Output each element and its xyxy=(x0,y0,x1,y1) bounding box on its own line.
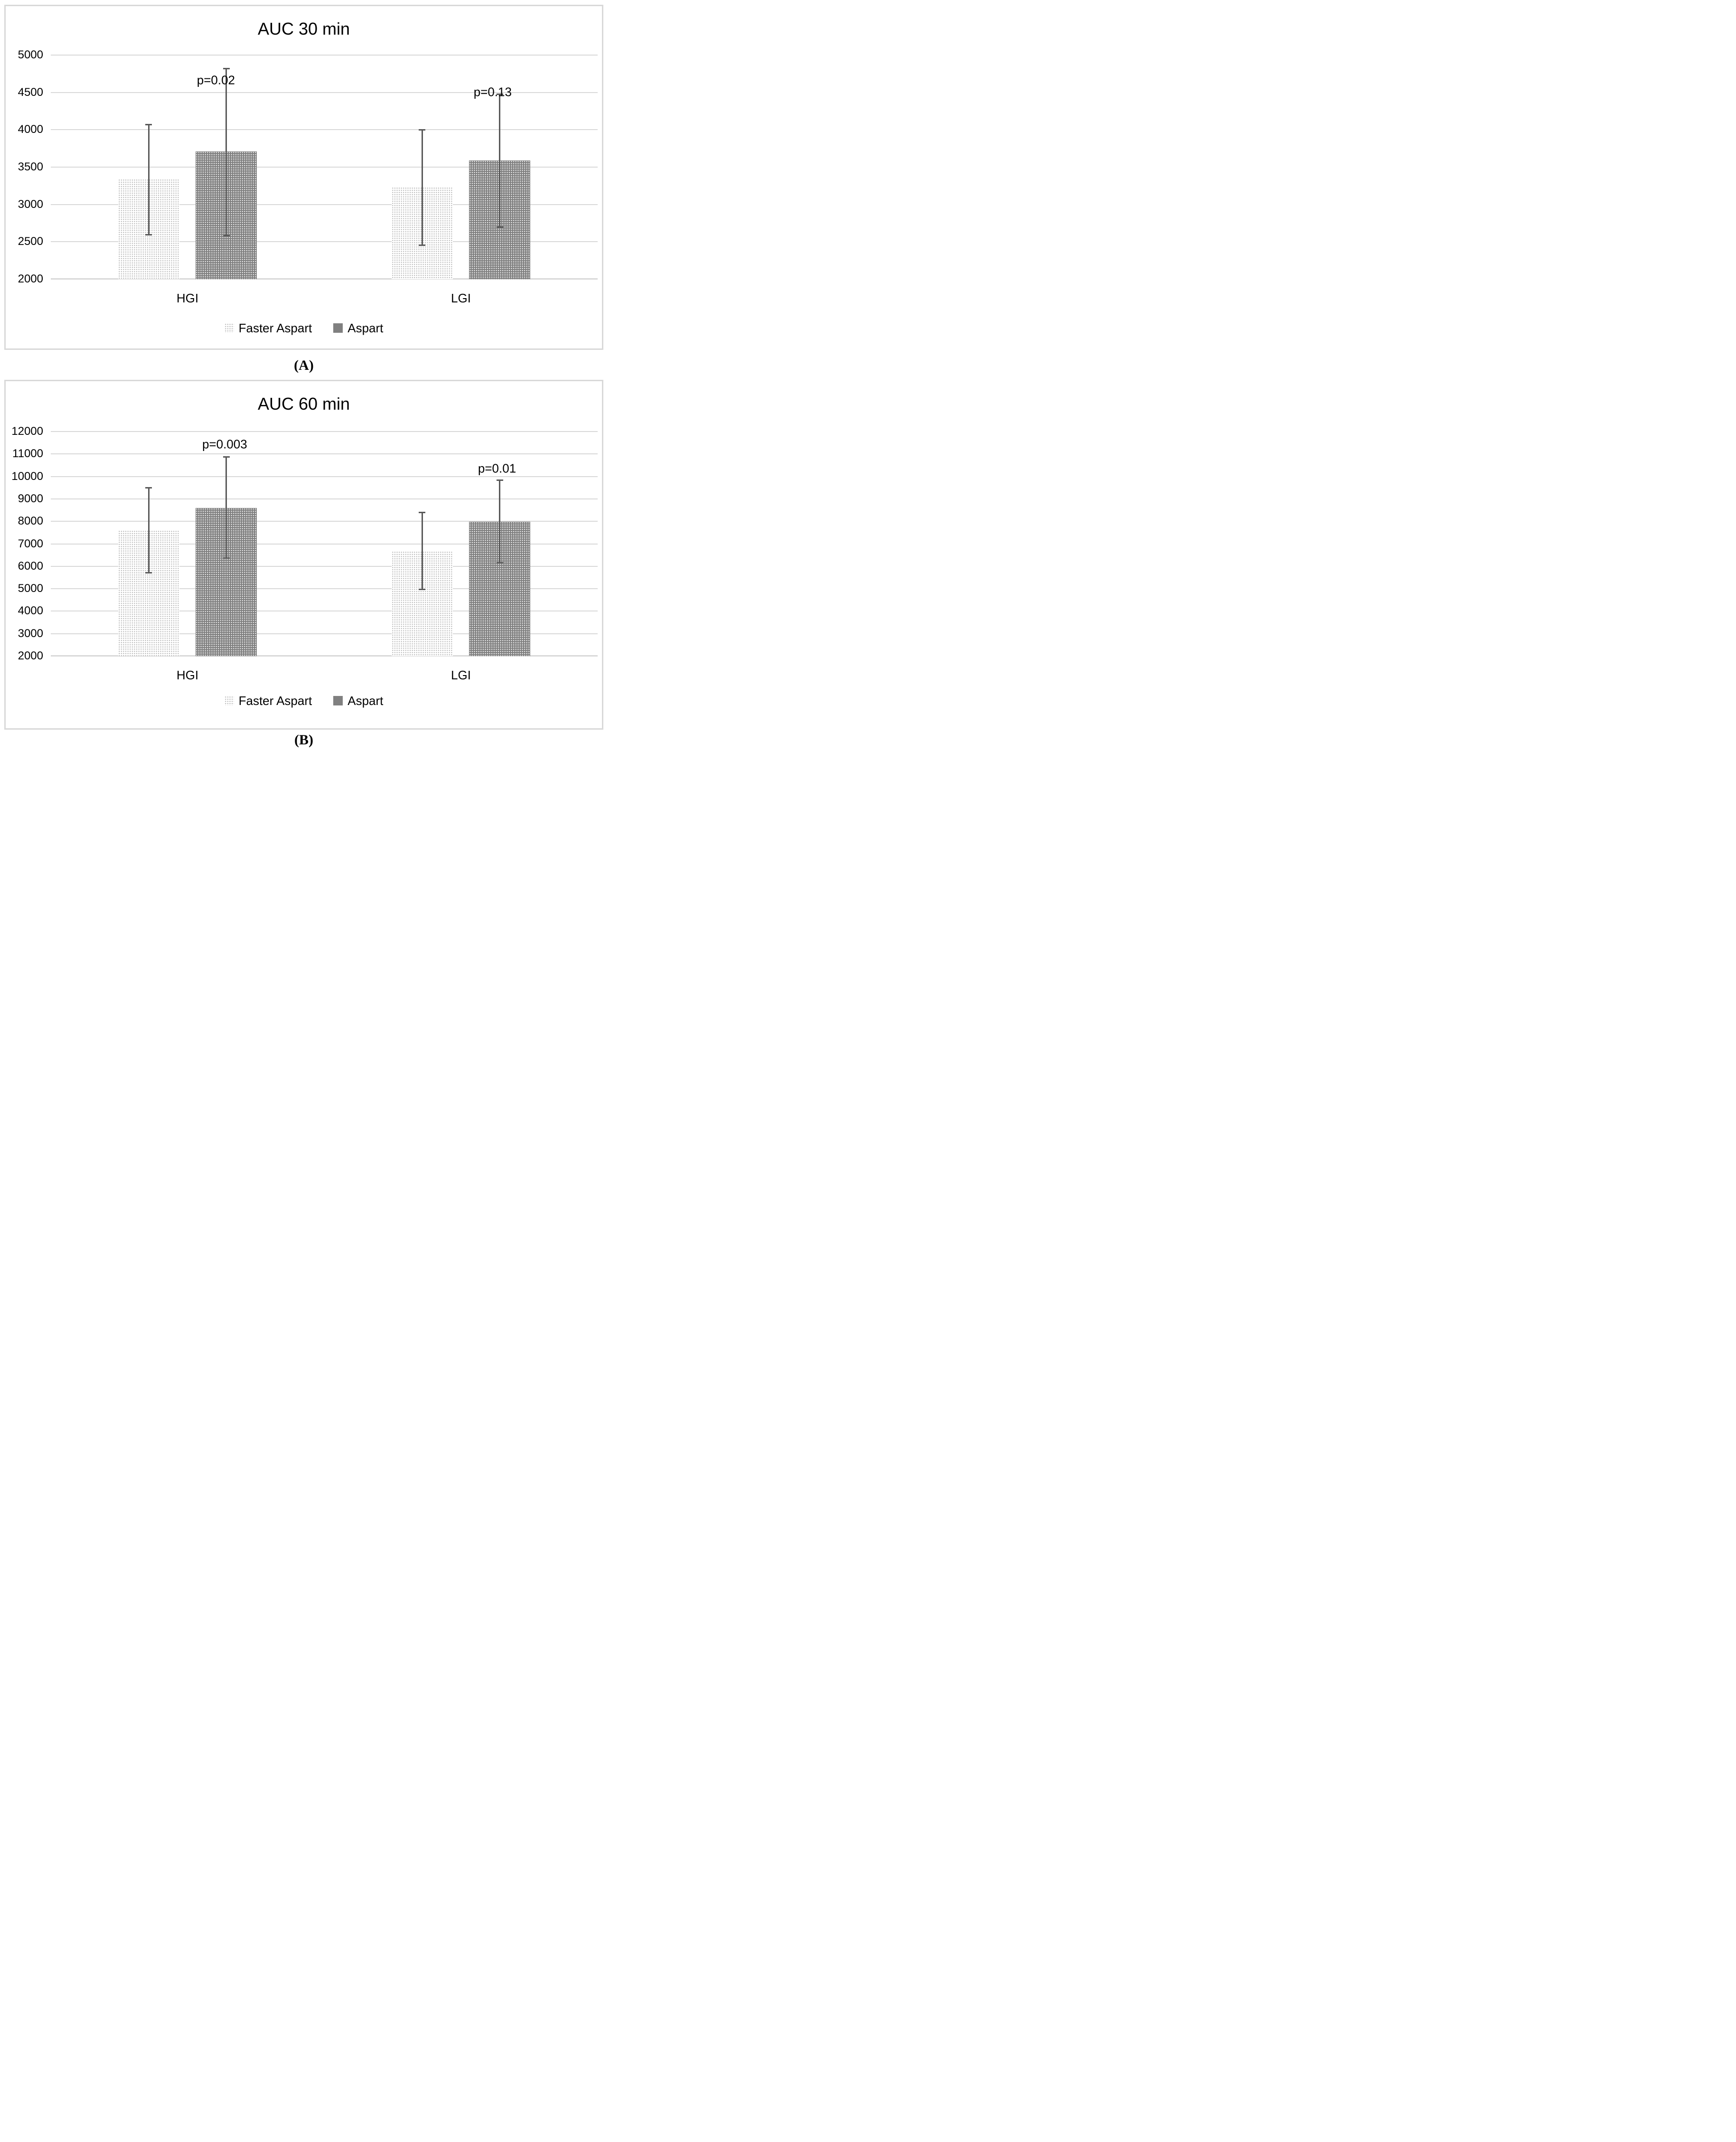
error-bar xyxy=(421,130,423,246)
figure-page: AUC 30 min 5000 4500 4000 3500 3000 2500 2000 H… xyxy=(0,0,608,750)
error-bar xyxy=(148,488,150,573)
plot-area: 12000 11000 10000 9000 8000 7000 6000 5000 4000 3… xyxy=(11,425,598,682)
legend-item-faster-aspart: Faster Aspart xyxy=(224,694,312,708)
error-bar-cap-top xyxy=(145,124,152,126)
error-bar xyxy=(225,457,227,559)
p-value-label: p=0.01 xyxy=(478,461,516,476)
y-axis-tick-label: 10000 xyxy=(11,470,43,483)
error-bar xyxy=(225,68,227,236)
error-bar-cap-bottom xyxy=(223,235,230,236)
gridline xyxy=(51,655,598,657)
gridline xyxy=(51,167,598,168)
gridline xyxy=(51,521,598,522)
bar-aspart-lgi xyxy=(469,160,531,279)
legend-swatch-aspart-icon xyxy=(333,696,343,705)
error-bar-cap-top xyxy=(419,512,426,514)
legend-label-faster-aspart: Faster Aspart xyxy=(238,321,312,335)
error-bar-cap-bottom xyxy=(419,588,426,590)
y-axis-tick-label: 4000 xyxy=(18,604,43,618)
legend-item-aspart: Aspart xyxy=(333,321,383,335)
legend: Faster Aspart Aspart xyxy=(6,321,602,335)
error-bar xyxy=(148,124,150,235)
gridline xyxy=(51,241,598,243)
chart-panel-auc-30-min: AUC 30 min 5000 4500 4000 3500 3000 2500 2000 H… xyxy=(4,5,603,350)
legend-label-faster-aspart: Faster Aspart xyxy=(238,694,312,708)
chart-title: AUC 30 min xyxy=(257,19,350,38)
error-bar-cap-bottom xyxy=(145,572,152,573)
error-bar-cap-top xyxy=(419,129,426,131)
gridline xyxy=(51,565,598,567)
chart-panel-auc-60-min: AUC 60 min 12000 11000 10000 9000 8000 7000 60… xyxy=(4,380,603,730)
gridline xyxy=(51,476,598,477)
error-bar xyxy=(499,479,501,563)
y-axis-tick-label: 2000 xyxy=(18,272,43,285)
gridline xyxy=(51,588,598,590)
legend-swatch-aspart-icon xyxy=(333,323,343,333)
y-axis-tick-label: 7000 xyxy=(18,537,43,550)
y-axis-tick-label: 8000 xyxy=(18,515,43,528)
error-bar-cap-top xyxy=(223,68,230,70)
error-bar-cap-bottom xyxy=(419,244,426,246)
error-bar-cap-bottom xyxy=(496,562,503,564)
legend-item-aspart: Aspart xyxy=(333,694,383,707)
category-label-hgi: HGI xyxy=(176,291,199,305)
error-bar xyxy=(421,512,423,590)
gridline xyxy=(51,129,598,131)
gridline xyxy=(51,453,598,455)
legend-label-aspart: Aspart xyxy=(347,694,384,708)
error-bar-cap-top xyxy=(145,487,152,489)
gridline xyxy=(51,55,598,56)
error-bar-cap-top xyxy=(223,456,230,458)
y-axis-tick-label: 9000 xyxy=(18,492,43,505)
p-value-label: p=0.13 xyxy=(473,85,512,99)
bar-faster-aspart-lgi xyxy=(391,551,453,656)
gridline xyxy=(51,633,598,634)
gridline xyxy=(51,498,598,499)
chart-title: AUC 60 min xyxy=(257,394,350,413)
legend: Faster Aspart Aspart xyxy=(6,694,602,707)
caption-panel-b: (B) xyxy=(294,732,313,748)
y-axis-tick-label: 3000 xyxy=(18,197,43,211)
error-bar xyxy=(499,94,501,228)
y-axis-tick-label: 2500 xyxy=(18,235,43,248)
p-value-label: p=0.02 xyxy=(197,73,235,87)
y-axis-tick-label: 11000 xyxy=(12,447,43,460)
gridline xyxy=(51,204,598,205)
error-bar-cap-bottom xyxy=(223,557,230,559)
y-axis-tick-label: 3000 xyxy=(18,627,43,640)
y-axis-tick-label: 3500 xyxy=(18,160,43,173)
caption-panel-a: (A) xyxy=(294,357,314,373)
y-axis-tick-label: 5000 xyxy=(18,48,43,61)
error-bar-cap-top xyxy=(496,479,503,481)
category-label-lgi: LGI xyxy=(451,668,471,682)
y-axis-tick-label: 4000 xyxy=(18,123,43,136)
error-bar-cap-bottom xyxy=(145,234,152,236)
category-label-hgi: HGI xyxy=(176,668,199,682)
y-axis-tick-label: 4500 xyxy=(18,85,43,99)
gridline xyxy=(51,92,598,93)
legend-swatch-faster-aspart-icon xyxy=(224,696,234,705)
bar-aspart-lgi xyxy=(469,521,531,656)
p-value-label: p=0.003 xyxy=(202,437,247,451)
y-axis-tick-label: 5000 xyxy=(18,582,43,595)
error-bar-cap-bottom xyxy=(496,226,503,228)
legend-label-aspart: Aspart xyxy=(347,321,384,335)
gridline xyxy=(51,543,598,545)
gridline xyxy=(51,431,598,432)
legend-swatch-faster-aspart-icon xyxy=(224,323,234,333)
plot-area: 5000 4500 4000 3500 3000 2500 2000 HGI LGI p=0.02… xyxy=(18,49,598,305)
y-axis-tick-label: 2000 xyxy=(18,649,43,662)
y-axis-tick-label: 6000 xyxy=(18,559,43,573)
category-label-lgi: LGI xyxy=(451,291,471,305)
y-axis-tick-label: 12000 xyxy=(11,425,43,438)
legend-item-faster-aspart: Faster Aspart xyxy=(224,321,312,335)
gridline xyxy=(51,278,598,280)
error-bar-cap-top xyxy=(496,93,503,95)
